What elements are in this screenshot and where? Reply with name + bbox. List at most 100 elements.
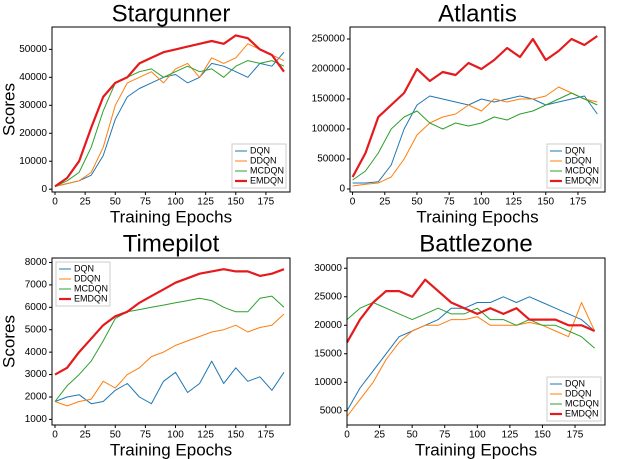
y-tick-label: 0 (41, 184, 47, 195)
x-tick-label: 150 (537, 197, 554, 208)
legend-label: EMDQN (565, 408, 599, 418)
plot-frame (51, 257, 291, 426)
plot-frame (346, 257, 606, 426)
legend-label: DQN (250, 145, 270, 155)
legend-label: MCDQN (565, 165, 599, 175)
plot-frame (349, 26, 606, 193)
x-tick-label: 150 (227, 430, 244, 441)
y-tick-label: 4000 (25, 347, 48, 358)
y-tick-label: 50000 (317, 154, 345, 165)
series-line (351, 35, 598, 178)
series-line (352, 95, 598, 184)
y-axis-label: Scores (0, 83, 18, 136)
x-tick-label: 125 (197, 197, 214, 208)
y-tick-label: 250000 (312, 34, 346, 45)
y-tick-label: 7000 (25, 280, 48, 291)
y-tick-label: 30000 (314, 263, 342, 274)
legend-label: EMDQN (74, 293, 108, 303)
x-axis-label: Training Epochs (110, 207, 232, 226)
series-line (54, 60, 285, 187)
y-tick-label: 150000 (312, 94, 346, 105)
legend-label: MCDQN (565, 398, 599, 408)
legend-label: DQN (565, 378, 585, 388)
legend-label: DDQN (565, 388, 592, 398)
x-tick-label: 25 (80, 197, 92, 208)
x-axis-label: Training Epochs (415, 440, 537, 459)
y-tick-label: 15000 (314, 348, 342, 359)
legend-label: MCDQN (250, 165, 284, 175)
x-tick-label: 0 (52, 197, 58, 208)
series-line (54, 360, 285, 405)
x-tick-label: 0 (52, 430, 58, 441)
x-tick-label: 125 (505, 197, 522, 208)
x-tick-label: 25 (80, 430, 92, 441)
y-tick-label: 6000 (25, 302, 48, 313)
series-line (346, 296, 595, 412)
x-tick-label: 75 (444, 197, 456, 208)
legend-label: DDQN (74, 273, 101, 283)
y-tick-label: 8000 (25, 257, 48, 268)
x-tick-label: 100 (167, 430, 184, 441)
series-line (54, 43, 285, 187)
legend-label: EMDQN (250, 175, 284, 185)
x-tick-label: 150 (534, 430, 551, 441)
x-tick-label: 125 (197, 430, 214, 441)
y-tick-label: 0 (339, 184, 345, 195)
y-tick-label: 5000 (25, 324, 48, 335)
x-tick-label: 150 (227, 197, 244, 208)
x-tick-label: 0 (344, 430, 350, 441)
y-tick-label: 3000 (25, 369, 48, 380)
series-line (54, 313, 285, 407)
x-tick-label: 50 (110, 197, 122, 208)
x-tick-label: 175 (258, 430, 275, 441)
legend-label: DDQN (565, 155, 592, 165)
x-tick-label: 25 (379, 197, 391, 208)
series-line (54, 295, 285, 402)
x-tick-label: 175 (570, 197, 587, 208)
y-tick-label: 1000 (25, 414, 48, 425)
x-axis-label: Training Epochs (416, 207, 538, 226)
series-line (352, 92, 598, 181)
y-tick-label: 25000 (314, 291, 342, 302)
legend-label: DQN (565, 145, 585, 155)
y-tick-label: 40000 (19, 72, 47, 83)
x-tick-label: 50 (110, 430, 122, 441)
x-tick-label: 50 (407, 430, 419, 441)
legend-label: DQN (74, 263, 94, 273)
series-line (352, 86, 598, 187)
chart-title: Battlezone (419, 230, 532, 257)
x-tick-label: 100 (473, 197, 490, 208)
plot-frame (51, 26, 291, 193)
series-line (346, 278, 596, 343)
chart-title: Atlantis (438, 0, 517, 27)
y-tick-label: 10000 (314, 377, 342, 388)
legend-label: DDQN (250, 155, 277, 165)
x-tick-label: 175 (567, 430, 584, 441)
x-tick-label: 75 (140, 197, 152, 208)
y-tick-label: 10000 (19, 156, 47, 167)
y-tick-label: 100000 (312, 124, 346, 135)
x-tick-label: 50 (411, 197, 423, 208)
y-tick-label: 2000 (25, 392, 48, 403)
y-tick-label: 200000 (312, 64, 346, 75)
series-line (54, 34, 285, 188)
y-tick-label: 5000 (320, 405, 343, 416)
x-tick-label: 100 (469, 430, 486, 441)
x-tick-label: 100 (167, 197, 184, 208)
y-tick-label: 50000 (19, 44, 47, 55)
x-tick-label: 125 (502, 430, 519, 441)
legend-label: MCDQN (74, 283, 108, 293)
x-tick-label: 175 (258, 197, 275, 208)
y-tick-label: 20000 (19, 128, 47, 139)
y-tick-label: 30000 (19, 100, 47, 111)
x-tick-label: 25 (374, 430, 386, 441)
series-line (346, 302, 596, 417)
y-tick-label: 20000 (314, 320, 342, 331)
x-tick-label: 75 (439, 430, 451, 441)
x-axis-label: Training Epochs (110, 440, 232, 459)
series-line (54, 268, 285, 376)
chart-title: Timepilot (123, 230, 220, 257)
y-axis-label: Scores (0, 315, 18, 368)
